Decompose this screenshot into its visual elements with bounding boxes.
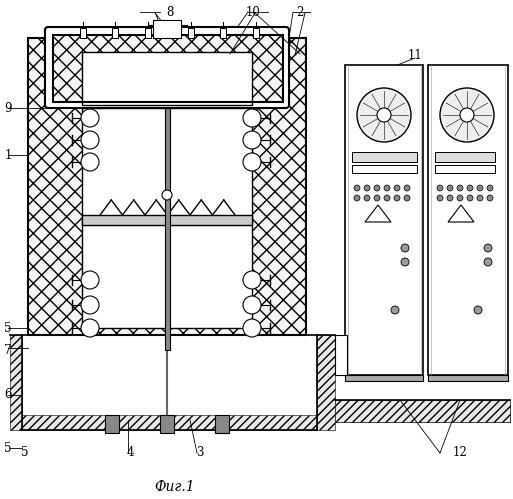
Circle shape: [243, 109, 261, 127]
Circle shape: [243, 271, 261, 289]
Bar: [112, 28, 118, 38]
Circle shape: [440, 88, 494, 142]
Circle shape: [477, 185, 483, 191]
Text: 12: 12: [452, 447, 467, 460]
Bar: [220, 28, 226, 38]
Circle shape: [467, 185, 473, 191]
Circle shape: [457, 195, 463, 201]
Bar: [428, 375, 508, 381]
Circle shape: [484, 258, 492, 266]
Bar: [428, 65, 508, 375]
Text: 8: 8: [166, 5, 174, 18]
Bar: [435, 152, 495, 162]
Bar: [53, 35, 283, 102]
Bar: [435, 165, 495, 173]
Circle shape: [364, 195, 370, 201]
Circle shape: [394, 185, 400, 191]
Bar: [82, 108, 252, 328]
Bar: [145, 28, 151, 38]
Circle shape: [243, 131, 261, 149]
Circle shape: [243, 319, 261, 337]
Circle shape: [487, 195, 493, 201]
Bar: [28, 38, 306, 335]
Circle shape: [391, 306, 399, 314]
Circle shape: [374, 185, 380, 191]
Text: !: !: [460, 212, 462, 218]
Text: 4: 4: [126, 447, 134, 460]
Circle shape: [243, 153, 261, 171]
Circle shape: [384, 195, 390, 201]
Circle shape: [484, 244, 492, 252]
Circle shape: [447, 195, 453, 201]
Text: 6: 6: [4, 389, 12, 402]
Circle shape: [384, 185, 390, 191]
Text: 11: 11: [408, 48, 422, 61]
Text: Фиг.1: Фиг.1: [155, 480, 195, 494]
Circle shape: [447, 185, 453, 191]
Text: 5: 5: [4, 321, 12, 334]
Bar: [253, 28, 259, 38]
Circle shape: [404, 185, 410, 191]
Circle shape: [162, 190, 172, 200]
Text: 7: 7: [4, 343, 12, 356]
Circle shape: [243, 296, 261, 314]
Circle shape: [437, 185, 443, 191]
Bar: [352, 152, 417, 162]
Text: 5: 5: [21, 447, 29, 460]
Bar: [105, 415, 119, 433]
Circle shape: [374, 195, 380, 201]
Circle shape: [477, 195, 483, 201]
Bar: [10, 335, 22, 430]
Bar: [345, 65, 423, 375]
Bar: [80, 28, 86, 38]
Circle shape: [354, 185, 360, 191]
Bar: [317, 335, 335, 430]
Circle shape: [364, 185, 370, 191]
Circle shape: [81, 296, 99, 314]
FancyBboxPatch shape: [45, 27, 289, 108]
Bar: [53, 35, 283, 102]
Text: 2: 2: [297, 5, 304, 18]
Bar: [352, 165, 417, 173]
Circle shape: [404, 195, 410, 201]
Circle shape: [377, 108, 391, 122]
Text: 1: 1: [4, 149, 12, 162]
Circle shape: [81, 319, 99, 337]
Text: 3: 3: [196, 447, 204, 460]
Circle shape: [487, 185, 493, 191]
Bar: [28, 38, 306, 335]
Circle shape: [457, 185, 463, 191]
Bar: [165, 60, 170, 350]
Circle shape: [81, 153, 99, 171]
Text: 9: 9: [4, 101, 12, 114]
Bar: [215, 415, 229, 433]
Bar: [22, 415, 317, 430]
Circle shape: [467, 195, 473, 201]
Circle shape: [81, 271, 99, 289]
Circle shape: [394, 195, 400, 201]
Circle shape: [354, 195, 360, 201]
Bar: [160, 415, 174, 433]
Circle shape: [81, 131, 99, 149]
Circle shape: [357, 88, 411, 142]
Polygon shape: [365, 205, 391, 222]
Bar: [153, 20, 181, 38]
Circle shape: [474, 306, 482, 314]
Circle shape: [81, 109, 99, 127]
Circle shape: [460, 108, 474, 122]
Bar: [335, 335, 347, 375]
Bar: [82, 52, 252, 105]
Text: 5: 5: [4, 442, 12, 455]
Bar: [188, 28, 194, 38]
Circle shape: [401, 244, 409, 252]
Text: 10: 10: [246, 5, 261, 18]
Bar: [345, 375, 423, 381]
Polygon shape: [448, 205, 474, 222]
Bar: [82, 215, 252, 225]
Text: !: !: [377, 212, 380, 218]
Circle shape: [437, 195, 443, 201]
Bar: [335, 400, 510, 422]
Circle shape: [401, 258, 409, 266]
